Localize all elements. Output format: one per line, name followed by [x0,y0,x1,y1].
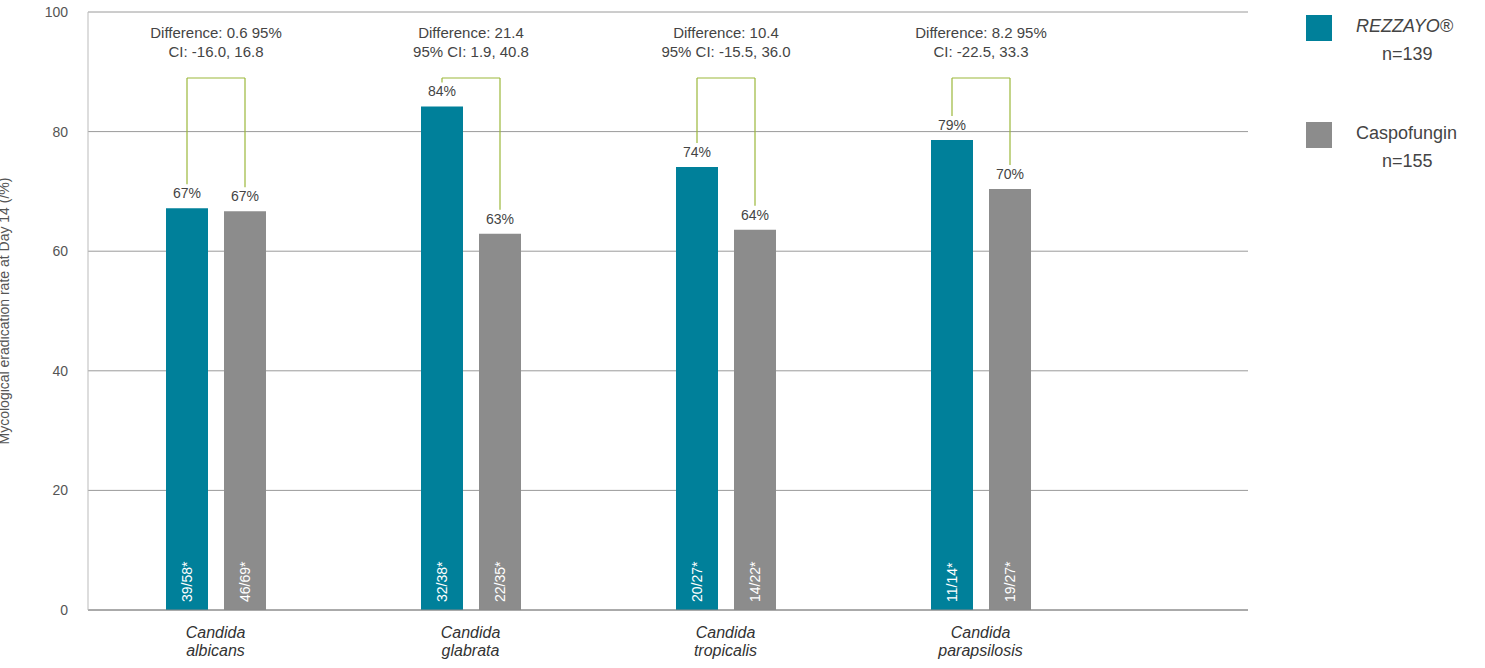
svg-text:albicans: albicans [186,642,245,659]
svg-text:Difference: 21.4: Difference: 21.4 [418,24,524,41]
svg-text:0: 0 [60,602,68,618]
html-text:n=139: n=139 [1382,44,1433,64]
svg-text:67%: 67% [173,185,201,201]
svg-text:parapsilosis: parapsilosis [937,642,1022,659]
svg-text:CI: -22.5, 33.3: CI: -22.5, 33.3 [933,43,1028,60]
html-text:n=155: n=155 [1382,151,1433,171]
svg-text:11/14*: 11/14* [944,562,960,602]
svg-text:Difference: 0.6 95%: Difference: 0.6 95% [150,24,281,41]
svg-text:95% CI: -15.5, 36.0: 95% CI: -15.5, 36.0 [661,43,790,60]
svg-text:Candida: Candida [951,624,1011,641]
svg-text:64%: 64% [741,207,769,223]
svg-text:79%: 79% [938,117,966,133]
svg-text:46/69*: 46/69* [237,561,253,602]
svg-text:100: 100 [45,4,69,20]
svg-text:tropicalis: tropicalis [694,642,757,659]
svg-text:67%: 67% [231,188,259,204]
svg-text:Candida: Candida [186,624,246,641]
svg-text:14/22*: 14/22* [747,561,763,602]
svg-text:39/58*: 39/58* [179,561,195,602]
svg-text:60: 60 [52,243,68,259]
svg-text:40: 40 [52,363,68,379]
svg-text:84%: 84% [428,83,456,99]
svg-text:Candida: Candida [696,624,756,641]
svg-text:95% CI: 1.9, 40.8: 95% CI: 1.9, 40.8 [413,43,529,60]
svg-text:Candida: Candida [441,624,501,641]
svg-text:CI: -16.0, 16.8: CI: -16.0, 16.8 [168,43,263,60]
svg-text:70%: 70% [996,166,1024,182]
svg-text:20: 20 [52,482,68,498]
svg-text:20/27*: 20/27* [689,561,705,602]
html-text:Caspofungin: Caspofungin [1356,123,1458,143]
svg-text:32/38*: 32/38* [434,561,450,602]
svg-text:Difference: 10.4: Difference: 10.4 [673,24,779,41]
svg-text:Difference: 8.2 95%: Difference: 8.2 95% [915,24,1046,41]
html-text:REZZAYO®: REZZAYO® [1356,16,1453,36]
svg-text:74%: 74% [683,144,711,160]
svg-text:Mycological eradication rate a: Mycological eradication rate at Day 14 (… [8,178,12,445]
svg-text:glabrata: glabrata [442,642,500,659]
svg-text:19/27*: 19/27* [1002,561,1018,602]
svg-text:80: 80 [52,124,68,140]
svg-text:63%: 63% [486,211,514,227]
svg-text:22/35*: 22/35* [492,561,508,602]
